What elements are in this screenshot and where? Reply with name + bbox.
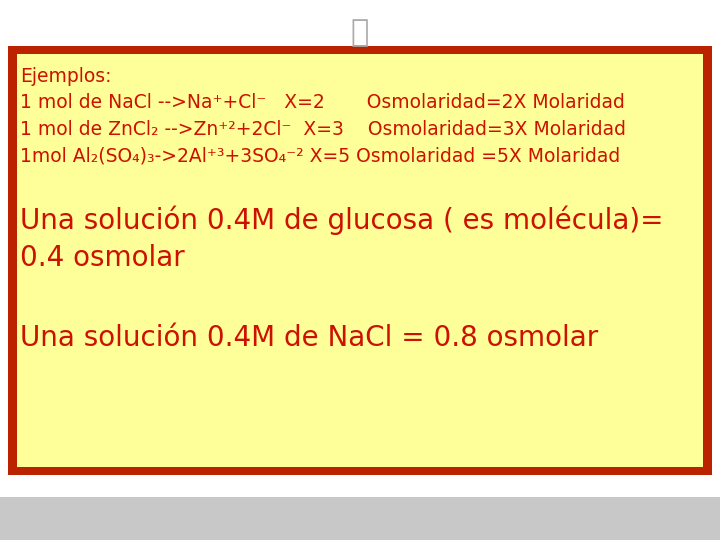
Bar: [17, 55, 703, 467]
Text: Ejemplos:: Ejemplos:: [20, 68, 112, 86]
Text: 1mol Al₂(SO₄)₃->2Al⁺³+3SO₄⁻² X=5 Osmolaridad =5X Molaridad: 1mol Al₂(SO₄)₃->2Al⁺³+3SO₄⁻² X=5 Osmolar…: [20, 147, 621, 166]
Text: Una solución 0.4M de NaCl = 0.8 osmolar: Una solución 0.4M de NaCl = 0.8 osmolar: [20, 324, 598, 352]
Text: 🔊: 🔊: [351, 18, 369, 47]
Text: 1 mol de NaCl -->Na⁺+Cl⁻   X=2       Osmolaridad=2X Molaridad: 1 mol de NaCl -->Na⁺+Cl⁻ X=2 Osmolaridad…: [20, 93, 625, 112]
Bar: [0, 497, 720, 540]
Text: 1 mol de ZnCl₂ -->Zn⁺²+2Cl⁻  X=3    Osmolaridad=3X Molaridad: 1 mol de ZnCl₂ -->Zn⁺²+2Cl⁻ X=3 Osmolari…: [20, 120, 626, 139]
Text: 0.4 osmolar: 0.4 osmolar: [20, 244, 185, 272]
Text: Una solución 0.4M de glucosa ( es molécula)=: Una solución 0.4M de glucosa ( es molécu…: [20, 205, 664, 235]
Bar: [8, 46, 712, 475]
